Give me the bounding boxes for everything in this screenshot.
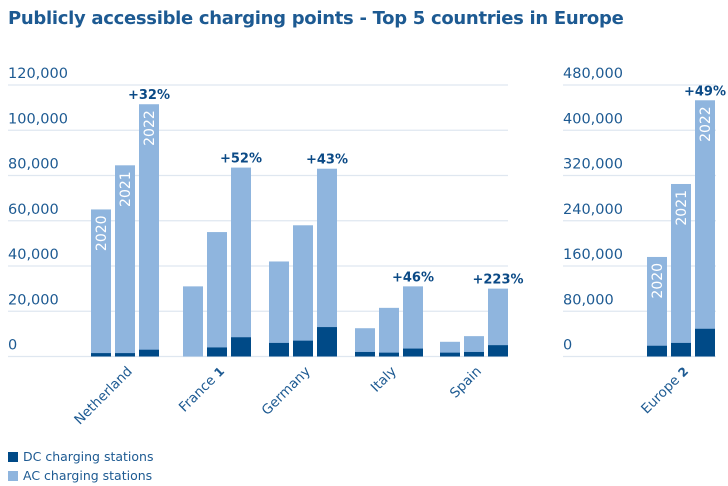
bar-dc-france-2021: [207, 347, 227, 357]
y-tick-label: 160,000: [563, 247, 623, 263]
category-name: Netherland: [71, 364, 136, 429]
bar-ac-germany-2020: [269, 261, 289, 357]
bar-dc-italy-2022: [403, 348, 423, 357]
category-name: Italy: [368, 364, 400, 396]
category-name: Spain: [447, 364, 485, 402]
bar-ac-europe-2021: [671, 183, 691, 357]
y-tick-label: 80,000: [8, 157, 59, 173]
y-tick-label: 60,000: [8, 202, 59, 218]
y-tick-label: 80,000: [563, 292, 614, 308]
bar-ac-france-2020: [183, 286, 203, 357]
bar-dc-europe-2021: [671, 342, 691, 357]
bar-dc-germany-2021: [293, 340, 313, 357]
legend-item-dc: DC charging stations: [8, 449, 153, 464]
bar-dc-netherland-2022: [139, 349, 159, 357]
growth-label: +223%: [472, 273, 523, 288]
bar-ac-italy-2021: [379, 307, 399, 357]
bar-ac-france-2022: [231, 167, 251, 357]
x-category-label: Europe 2: [638, 364, 692, 418]
bar-dc-italy-2020: [355, 351, 375, 357]
bar-dc-italy-2021: [379, 352, 399, 357]
legend-swatch-dc: [8, 451, 18, 462]
bar-dc-spain-2020: [440, 352, 460, 357]
x-category-label: Italy: [368, 364, 400, 396]
x-category-label: Germany: [259, 364, 314, 419]
category-name: Europe: [638, 372, 683, 417]
bar-dc-spain-2021: [464, 351, 484, 357]
bar-ac-france-2021: [207, 232, 227, 357]
x-category-label: Spain: [447, 364, 485, 402]
growth-label: +46%: [392, 270, 434, 285]
bar-dc-netherland-2021: [115, 353, 135, 357]
x-category-label: France 1: [176, 364, 228, 416]
chart-title: Publicly accessible charging points - To…: [8, 8, 624, 29]
bar-ac-germany-2021: [293, 225, 313, 357]
bar-ac-spain-2022: [488, 288, 508, 357]
y-tick-label: 480,000: [563, 66, 623, 82]
bar-ac-netherland-2020: [91, 209, 111, 357]
legend-item-ac: AC charging stations: [8, 468, 152, 483]
bar-dc-europe-2022: [695, 328, 715, 357]
year-label: 2021: [674, 190, 690, 226]
legend-label-dc: DC charging stations: [23, 449, 154, 464]
bar-ac-netherland-2022: [139, 104, 159, 357]
y-tick-label: 0: [563, 338, 572, 354]
bar-dc-france-2022: [231, 337, 251, 357]
legend-label-ac: AC charging stations: [23, 468, 153, 483]
legend-swatch-ac: [8, 470, 18, 481]
bar-ac-italy-2022: [403, 286, 423, 357]
growth-label: +49%: [684, 84, 726, 99]
y-tick-label: 0: [8, 338, 17, 354]
y-tick-label: 100,000: [8, 111, 68, 127]
bar-dc-spain-2022: [488, 345, 508, 357]
bar-ac-italy-2020: [355, 328, 375, 357]
growth-label: +52%: [220, 152, 262, 167]
category-name: Germany: [259, 364, 314, 419]
year-label: 2022: [142, 110, 158, 146]
bar-ac-europe-2022: [695, 100, 715, 357]
year-label: 2022: [698, 106, 714, 142]
y-tick-label: 320,000: [563, 157, 623, 173]
bar-ac-netherland-2021: [115, 165, 135, 357]
category-name: France: [176, 372, 219, 415]
year-label: 2020: [650, 263, 666, 299]
bar-ac-spain-2021: [464, 336, 484, 357]
bar-ac-germany-2022: [317, 168, 337, 357]
y-tick-label: 400,000: [563, 111, 623, 127]
y-tick-label: 20,000: [8, 292, 59, 308]
bar-dc-europe-2020: [647, 345, 667, 357]
growth-label: +32%: [128, 88, 170, 103]
bar-ac-europe-2020: [647, 256, 667, 357]
bar-dc-germany-2022: [317, 327, 337, 357]
year-label: 2021: [118, 171, 134, 207]
y-tick-label: 120,000: [8, 66, 68, 82]
growth-label: +43%: [306, 153, 348, 168]
bar-dc-netherland-2020: [91, 353, 111, 357]
y-tick-label: 40,000: [8, 247, 59, 263]
year-label: 2020: [94, 215, 110, 251]
y-tick-label: 240,000: [563, 202, 623, 218]
bar-dc-germany-2020: [269, 342, 289, 357]
x-category-label: Netherland: [71, 364, 136, 429]
